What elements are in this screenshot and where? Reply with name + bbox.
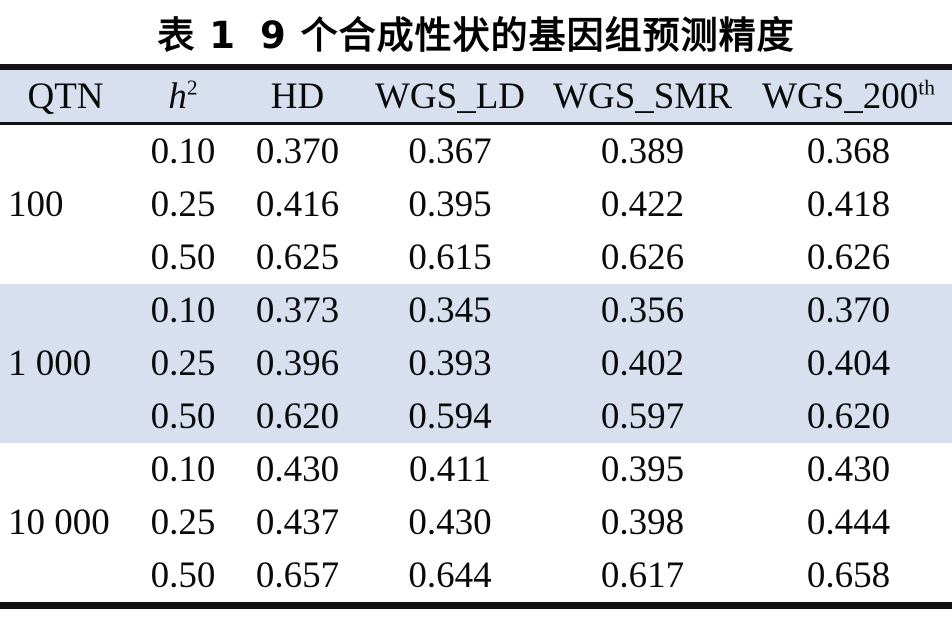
qtn-cell: 10 000 [8, 502, 110, 543]
h2-cell: 0.25 [150, 184, 216, 225]
value-cell: 0.395 [408, 184, 492, 225]
value-cell: 0.594 [360, 390, 540, 443]
h2-cell: 0.10 [131, 284, 235, 337]
h2-cell: 0.10 [150, 131, 216, 172]
value-cell: 0.411 [409, 449, 491, 490]
value-cell: 0.644 [408, 555, 492, 596]
value-cell: 0.626 [600, 237, 685, 278]
value-cell: 0.430 [806, 449, 891, 490]
h2-cell: 0.50 [131, 390, 235, 443]
value-cell: 0.597 [540, 390, 745, 443]
qtn-cell: 100 [8, 184, 64, 225]
value-cell: 0.657 [255, 555, 340, 596]
value-cell: 0.396 [235, 337, 360, 390]
value-cell: 0.345 [360, 284, 540, 337]
value-cell: 0.367 [408, 131, 492, 172]
value-cell: 0.416 [255, 184, 340, 225]
value-cell: 0.430 [408, 502, 492, 543]
value-cell: 0.402 [540, 337, 745, 390]
value-cell: 0.620 [235, 390, 360, 443]
value-cell: 0.418 [806, 184, 891, 225]
value-cell: 0.444 [806, 502, 891, 543]
table-row: 0.50 0.620 0.594 0.597 0.620 [0, 390, 952, 443]
h2-cell: 0.50 [150, 555, 216, 596]
value-cell: 0.398 [600, 502, 685, 543]
table-row: 0.50 0.625 0.615 0.626 0.626 [0, 231, 952, 284]
value-cell: 0.430 [255, 449, 340, 490]
header-row: QTN h2 HD WGS_LD WGS_SMR WGS_200th [0, 67, 952, 124]
value-cell: 0.422 [600, 184, 685, 225]
col-header-hd: HD [235, 67, 360, 124]
table-row: 0.25 0.416 0.395 0.422 0.418 [0, 178, 952, 231]
value-cell: 0.368 [806, 131, 891, 172]
value-cell: 0.395 [600, 449, 685, 490]
value-cell: 0.625 [255, 237, 340, 278]
col-header-wgs-smr: WGS_SMR [540, 67, 745, 124]
table-row: 10 000 0.10 0.430 0.411 0.395 0.430 [0, 443, 952, 543]
table-number: 表 1 [157, 14, 236, 57]
value-cell: 0.404 [745, 337, 952, 390]
value-cell: 0.626 [806, 237, 891, 278]
value-cell: 0.370 [255, 131, 340, 172]
value-cell: 0.393 [360, 337, 540, 390]
table-row: 0.25 0.396 0.393 0.402 0.404 [0, 337, 952, 390]
h2-cell: 0.10 [150, 449, 216, 490]
value-cell: 0.615 [408, 237, 492, 278]
value-cell: 0.356 [540, 284, 745, 337]
value-cell: 0.389 [600, 131, 685, 172]
col-header-wgs-ld: WGS_LD [360, 67, 540, 124]
h2-cell: 0.50 [150, 237, 216, 278]
value-cell: 0.620 [745, 390, 952, 443]
table-caption: 9 个合成性状的基因组预测精度 [260, 14, 795, 57]
qtn-cell: 1 000 [0, 284, 131, 443]
table-row: 0.25 0.437 0.430 0.398 0.444 [0, 496, 952, 549]
value-cell: 0.370 [745, 284, 952, 337]
value-cell: 0.658 [806, 555, 891, 596]
value-cell: 0.373 [235, 284, 360, 337]
table-title: 表 1 9 个合成性状的基因组预测精度 [0, 0, 952, 64]
col-header-h2: h2 [131, 67, 235, 124]
genomic-prediction-table: QTN h2 HD WGS_LD WGS_SMR WGS_200th 100 0.10 0.3… [0, 64, 952, 609]
table-row: 100 0.10 0.370 0.367 0.389 0.368 [0, 124, 952, 225]
col-header-wgs-200th: WGS_200th [745, 67, 952, 124]
value-cell: 0.617 [600, 555, 685, 596]
value-cell: 0.437 [255, 502, 340, 543]
h2-cell: 0.25 [150, 502, 216, 543]
table-row: 0.50 0.657 0.644 0.617 0.658 [0, 549, 952, 606]
table-row: 1 000 0.10 0.373 0.345 0.356 0.370 [0, 284, 952, 443]
col-header-qtn: QTN [0, 67, 131, 124]
h2-cell: 0.25 [131, 337, 235, 390]
